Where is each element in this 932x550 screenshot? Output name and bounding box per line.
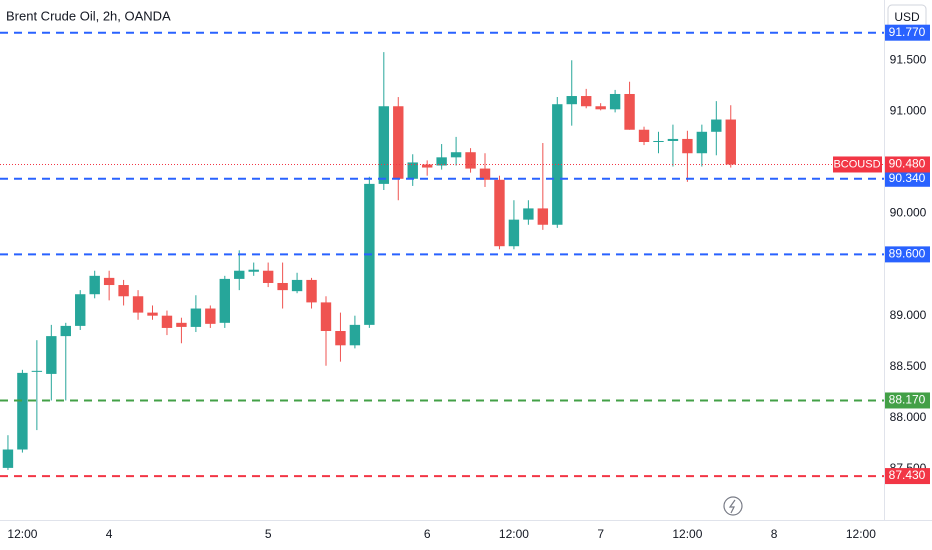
x-tick-label: 12:00 xyxy=(672,527,702,541)
candle-body xyxy=(609,93,621,110)
y-tick-label: 91.000 xyxy=(890,104,927,118)
level-label-box xyxy=(885,392,930,409)
candle-body xyxy=(176,322,187,327)
candle-body xyxy=(595,106,606,110)
candle-body xyxy=(75,294,86,326)
y-tick-label: 91.500 xyxy=(890,52,927,66)
level-label: 90.340 xyxy=(889,171,926,185)
last-price-label: 90.480 xyxy=(889,157,926,171)
candle-body xyxy=(711,119,722,132)
candle-body xyxy=(89,275,100,295)
candle-body xyxy=(653,140,664,143)
candle-body xyxy=(450,152,462,158)
candle-body xyxy=(566,96,577,105)
candle-body xyxy=(190,308,202,327)
chart-title: Brent Crude Oil, 2h, OANDA xyxy=(6,8,171,23)
candle-body xyxy=(132,296,144,313)
level-label: 89.600 xyxy=(889,247,926,261)
candle-body xyxy=(667,138,679,141)
x-tick-label: 5 xyxy=(265,527,272,541)
candle-body xyxy=(725,119,736,165)
candle-body xyxy=(277,282,288,291)
candle-body xyxy=(523,208,534,220)
y-tick-label: 88.000 xyxy=(890,410,927,424)
candle-body xyxy=(378,106,390,184)
x-tick-label: 6 xyxy=(424,527,431,541)
level-label-box xyxy=(885,170,930,187)
y-tick-label: 89.000 xyxy=(890,308,927,322)
candle-body xyxy=(494,179,505,247)
y-tick-label: 88.500 xyxy=(890,359,927,373)
last-price-box xyxy=(885,156,930,173)
level-label-box xyxy=(885,468,930,485)
currency-label[interactable]: USD xyxy=(894,10,920,24)
candle-body xyxy=(234,270,245,279)
candle-body xyxy=(682,138,693,154)
level-label-box xyxy=(885,246,930,263)
candle-body xyxy=(393,106,404,179)
candle-body xyxy=(696,131,708,154)
candle-body xyxy=(537,208,549,225)
candle-body xyxy=(291,279,303,292)
candle-body xyxy=(118,285,129,297)
candle-body xyxy=(262,270,274,283)
candle-body xyxy=(552,104,563,225)
x-tick-label: 12:00 xyxy=(499,527,529,541)
icon-bolt[interactable] xyxy=(728,499,736,514)
candle-body xyxy=(103,277,115,286)
candle-body xyxy=(46,336,57,374)
level-label: 87.430 xyxy=(889,468,926,482)
candle-body xyxy=(335,331,346,346)
candle-body xyxy=(407,162,418,179)
candle-body xyxy=(248,269,259,272)
level-label-box xyxy=(885,24,930,41)
icon-circle[interactable] xyxy=(723,496,743,516)
symbol-label-box xyxy=(833,156,882,173)
candle-body xyxy=(60,325,71,337)
candle-body xyxy=(219,278,230,323)
candle-body xyxy=(31,370,43,372)
candle-body xyxy=(624,93,635,130)
level-label: 88.170 xyxy=(889,393,926,407)
symbol-label: BCOUSD xyxy=(833,158,880,170)
candle-body xyxy=(147,312,158,316)
candle-body xyxy=(479,168,491,180)
candle-body xyxy=(421,164,433,168)
candle-body xyxy=(306,279,317,303)
replay-icon[interactable] xyxy=(723,496,743,516)
candle-body xyxy=(436,157,447,166)
x-tick-label: 12:00 xyxy=(846,527,876,541)
candle-body xyxy=(638,129,650,143)
candle-body xyxy=(161,315,173,328)
candle-body xyxy=(320,302,332,332)
x-tick-label: 7 xyxy=(597,527,604,541)
candle-body xyxy=(205,308,216,324)
candle-body xyxy=(465,152,476,169)
level-label: 91.770 xyxy=(889,25,926,39)
x-tick-label: 4 xyxy=(106,527,113,541)
candle-body xyxy=(17,372,28,450)
x-tick-label: 12:00 xyxy=(7,527,37,541)
candle-body xyxy=(2,449,14,468)
x-tick-label: 8 xyxy=(771,527,778,541)
candle-body xyxy=(349,324,361,346)
y-tick-label: 90.000 xyxy=(890,206,927,220)
candle-body xyxy=(580,96,592,107)
candle-body xyxy=(508,219,520,247)
